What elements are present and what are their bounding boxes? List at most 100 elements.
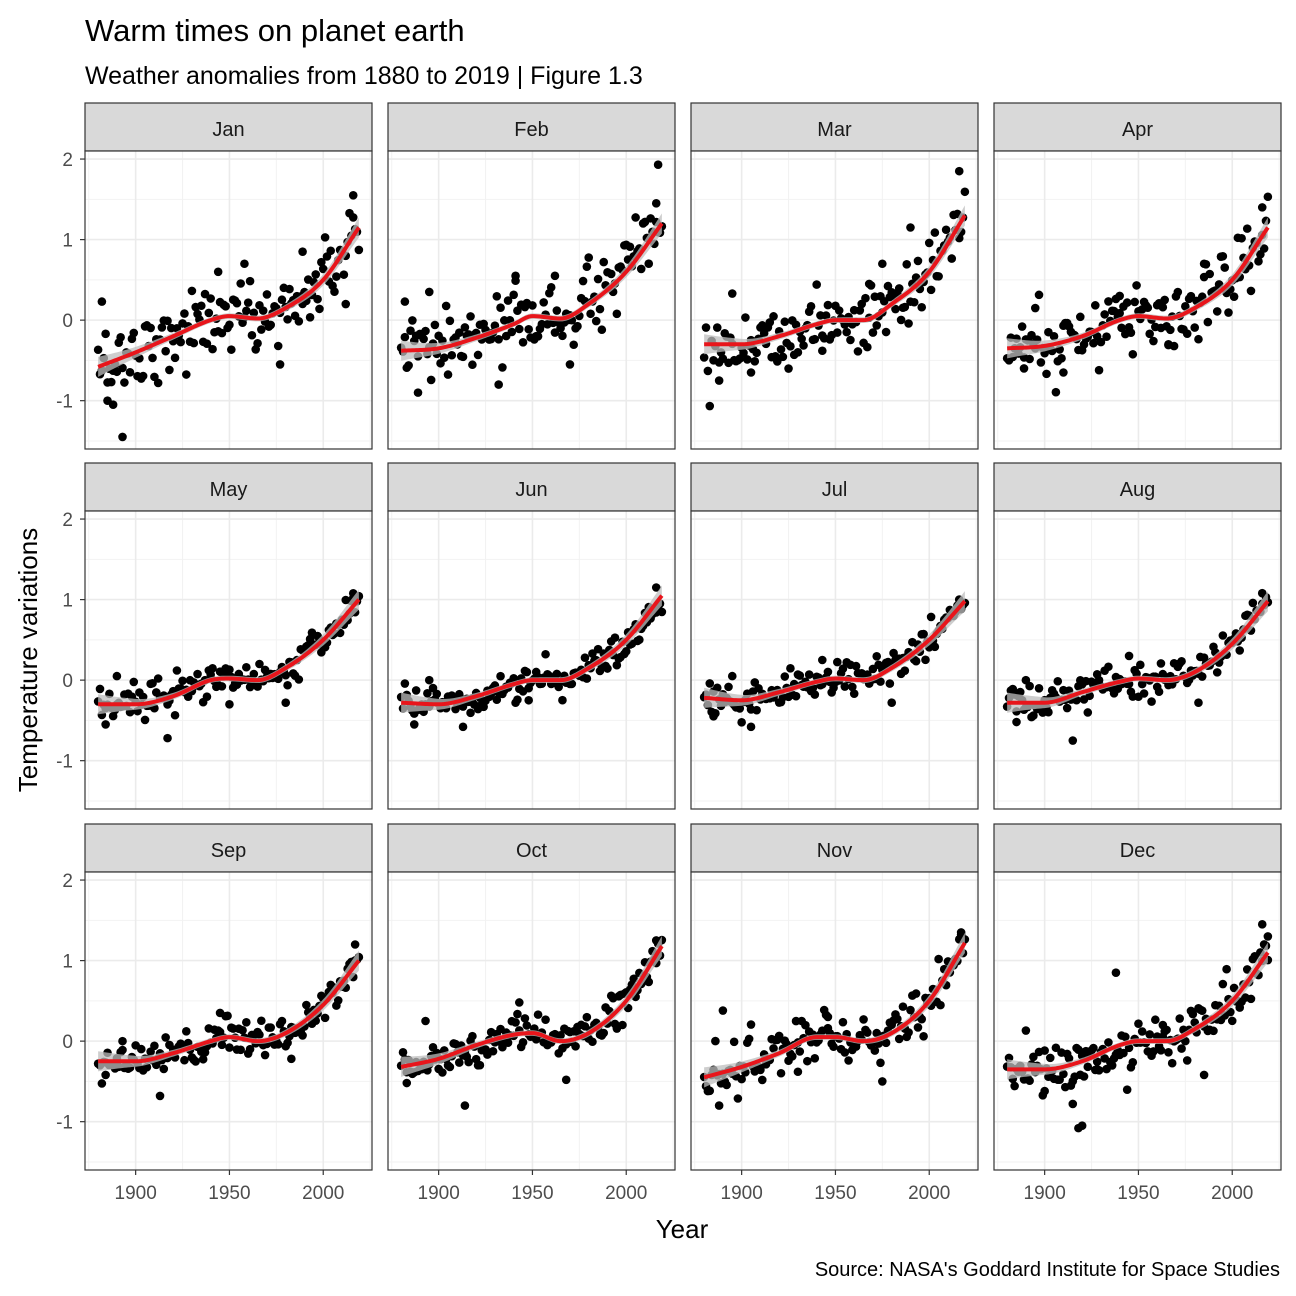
- data-point: [558, 695, 567, 705]
- data-point: [232, 298, 242, 308]
- trend-line: [98, 598, 361, 707]
- data-point: [588, 1037, 597, 1047]
- y-tick-label: 1: [62, 952, 73, 973]
- data-point: [904, 1028, 913, 1037]
- data-point: [513, 1009, 522, 1019]
- data-point: [1263, 192, 1273, 202]
- data-point: [599, 1028, 609, 1038]
- data-point: [402, 1078, 412, 1088]
- data-point: [797, 334, 806, 344]
- trend-line: [400, 945, 664, 1069]
- data-point: [1130, 297, 1139, 307]
- data-point: [851, 661, 861, 671]
- confidence-ribbon: [98, 217, 359, 377]
- facet-strip-label: Oct: [516, 840, 548, 862]
- data-point: [129, 328, 139, 338]
- panel-border: [84, 510, 373, 810]
- data-point: [118, 432, 127, 442]
- data-point: [1111, 968, 1121, 977]
- data-point: [421, 1016, 430, 1026]
- data-point: [742, 355, 752, 364]
- data-point: [799, 341, 808, 350]
- data-point: [116, 332, 125, 342]
- data-point: [823, 300, 833, 310]
- data-point: [341, 299, 351, 309]
- data-point: [1145, 329, 1154, 339]
- y-tick-label: -1: [56, 752, 73, 773]
- data-point: [567, 679, 577, 689]
- data-point: [1068, 736, 1078, 745]
- data-point: [1077, 1121, 1087, 1130]
- data-point: [803, 1056, 812, 1066]
- data-point: [161, 1033, 170, 1042]
- data-point: [1177, 656, 1186, 666]
- facet-strip: [387, 462, 676, 512]
- data-point: [552, 306, 562, 315]
- data-point: [277, 1016, 287, 1026]
- data-point: [936, 1000, 945, 1010]
- data-point: [791, 691, 801, 701]
- data-point: [844, 1056, 853, 1065]
- data-point: [1212, 668, 1222, 677]
- data-point: [473, 350, 483, 360]
- data-point: [180, 1055, 189, 1065]
- data-point: [1229, 292, 1239, 301]
- data-point: [1145, 1030, 1154, 1039]
- data-point: [172, 666, 182, 675]
- facet-jul: Jul: [690, 462, 979, 810]
- data-point: [926, 612, 936, 622]
- trend-line: [1007, 226, 1270, 351]
- data-point: [242, 662, 251, 672]
- data-point: [913, 1023, 923, 1032]
- data-point: [644, 259, 654, 269]
- data-point: [712, 323, 722, 332]
- data-point: [287, 1054, 296, 1064]
- data-point: [705, 1086, 715, 1096]
- data-point: [283, 315, 292, 324]
- data-point: [404, 361, 413, 370]
- data-point: [881, 327, 891, 337]
- panel-background: [388, 151, 675, 449]
- data-point: [705, 401, 715, 411]
- data-point: [1053, 676, 1063, 686]
- y-tick-label: 2: [62, 510, 73, 531]
- facet-strip-label: Nov: [817, 840, 853, 862]
- data-point: [1257, 203, 1267, 212]
- data-point: [424, 287, 434, 297]
- data-point: [163, 733, 172, 743]
- data-point: [618, 1020, 627, 1030]
- data-point: [515, 324, 524, 334]
- data-point: [317, 257, 326, 267]
- data-point: [791, 320, 801, 330]
- data-point: [511, 1018, 520, 1027]
- data-point: [599, 257, 609, 267]
- data-point: [1218, 979, 1228, 989]
- data-point: [894, 1034, 904, 1044]
- panel-background: [85, 511, 372, 809]
- data-point: [1034, 684, 1044, 693]
- data-point: [1030, 303, 1040, 313]
- data-point: [913, 256, 923, 266]
- trend-line: [1007, 951, 1270, 1072]
- data-point: [511, 271, 520, 281]
- data-point: [631, 213, 640, 222]
- data-point: [255, 1030, 264, 1040]
- data-point: [161, 346, 170, 356]
- data-point: [445, 1062, 455, 1072]
- data-point: [1164, 340, 1173, 349]
- facet-strip: [387, 823, 676, 873]
- data-point: [157, 323, 167, 332]
- data-point: [1059, 368, 1068, 377]
- data-point: [806, 302, 816, 311]
- data-point: [1237, 233, 1246, 243]
- data-point: [840, 682, 850, 691]
- data-point: [1182, 1056, 1192, 1065]
- data-point: [460, 1101, 470, 1110]
- data-point: [1137, 1027, 1147, 1036]
- data-point: [848, 682, 857, 692]
- data-point: [960, 187, 970, 197]
- data-point: [818, 346, 827, 356]
- data-point: [829, 1042, 838, 1052]
- panel-background: [691, 151, 978, 449]
- data-point: [204, 308, 214, 318]
